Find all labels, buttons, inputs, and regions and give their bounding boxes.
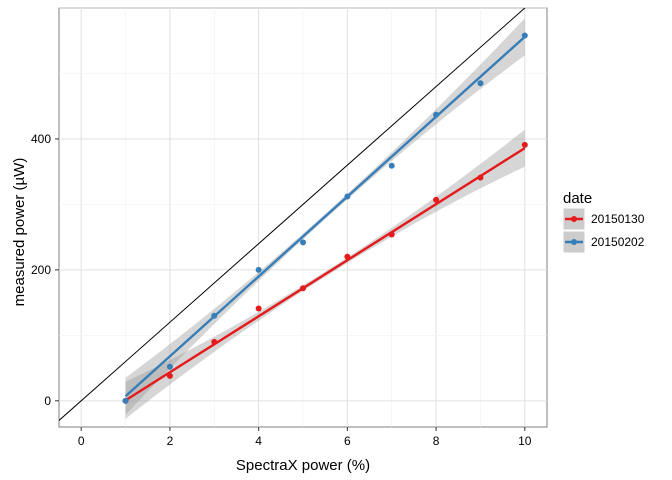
reference-line-layer xyxy=(59,8,526,421)
data-point-20150202 xyxy=(388,162,395,169)
fit-line-20150202 xyxy=(124,35,526,398)
axes: 0 2 4 6 8 10 0 200 400 xyxy=(31,132,532,448)
legend-key-point xyxy=(571,216,577,222)
data-point-20150202 xyxy=(521,32,528,39)
y-axis-title: measured power (µW) xyxy=(11,158,28,307)
data-point-20150202 xyxy=(300,239,306,246)
x-tick-label: 8 xyxy=(433,434,440,448)
data-points xyxy=(122,32,528,404)
legend-key-point xyxy=(571,239,577,245)
data-point-20150130 xyxy=(521,141,528,148)
legend-title: date xyxy=(563,190,592,207)
legend: date 20150130 20150202 xyxy=(562,190,645,254)
legend-key-20150202 xyxy=(562,230,586,254)
x-tick-label: 6 xyxy=(344,434,351,448)
x-tick-label: 0 xyxy=(78,434,85,448)
data-point-20150130 xyxy=(166,372,173,379)
data-point-20150130 xyxy=(255,305,262,312)
legend-key-20150130 xyxy=(562,207,586,231)
y-tick-label: 0 xyxy=(44,394,51,408)
fit-lines xyxy=(124,35,526,402)
legend-label: 20150130 xyxy=(591,212,645,226)
y-tick-label: 400 xyxy=(31,132,51,146)
x-axis-title: SpectraX power (%) xyxy=(236,457,370,474)
data-point-20150130 xyxy=(300,285,306,292)
data-point-20150202 xyxy=(477,80,484,87)
y-tick-label: 200 xyxy=(31,263,51,277)
legend-label: 20150202 xyxy=(591,235,645,249)
data-point-20150202 xyxy=(166,363,173,370)
data-point-20150202 xyxy=(433,111,440,118)
data-point-20150202 xyxy=(122,397,129,404)
x-tick-label: 2 xyxy=(167,434,174,448)
data-point-20150130 xyxy=(433,196,440,203)
data-point-20150130 xyxy=(211,338,218,345)
data-point-20150130 xyxy=(388,231,395,238)
fit-line-20150130 xyxy=(124,147,526,402)
x-tick-label: 10 xyxy=(518,434,532,448)
data-point-20150130 xyxy=(344,253,351,260)
data-point-20150202 xyxy=(255,266,262,273)
data-point-20150202 xyxy=(211,312,218,319)
data-point-20150202 xyxy=(344,193,351,200)
reference-line xyxy=(59,8,526,421)
data-point-20150130 xyxy=(477,174,484,181)
x-tick-label: 4 xyxy=(255,434,262,448)
